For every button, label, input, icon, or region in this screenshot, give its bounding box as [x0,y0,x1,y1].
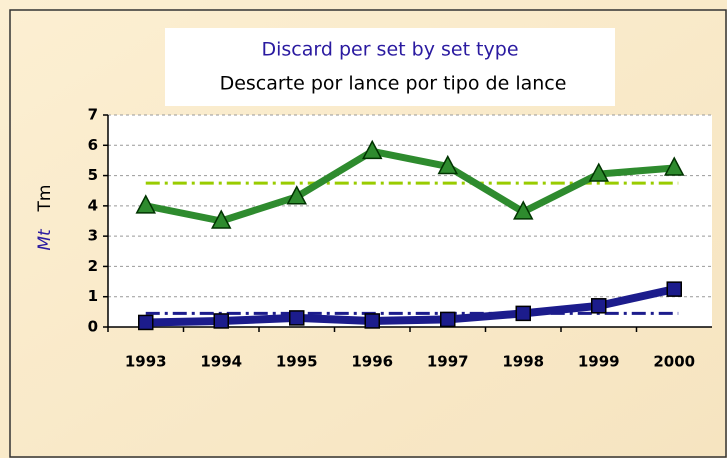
x-tick-label: 1993 [125,353,167,371]
marker [664,156,685,176]
title-box [165,28,615,106]
chart-subtitle: Descarte por lance por tipo de lance [220,73,567,95]
marker [515,305,531,322]
series-line [145,285,676,327]
plot-area [108,115,712,327]
y-tick-label: 6 [88,136,98,154]
marker [588,162,609,182]
marker [135,194,156,214]
marker [289,310,305,326]
marker [513,200,534,220]
marker [440,311,456,328]
frame [9,9,727,458]
y-tick-label: 5 [88,166,98,184]
y-tick-label: 3 [88,227,98,245]
y-tick-label: 1 [88,287,98,305]
marker [362,139,383,160]
marker [211,209,232,229]
marker [286,185,307,205]
y-tick-label: 0 [88,318,98,336]
marker [364,313,380,329]
marker [666,281,682,297]
series-line [145,147,675,225]
y-axis-label: Mt [35,228,55,251]
y-tick-label: 7 [88,106,98,124]
x-tick-label: 1998 [502,353,544,371]
y-tick-label: 4 [88,196,98,214]
y-tick-label: 2 [88,257,98,275]
marker [213,313,229,329]
y-axis-label: Tm [35,185,55,213]
x-tick-label: 1997 [427,353,469,371]
x-tick-label: 1995 [276,353,318,371]
x-tick-label: 2000 [653,353,695,371]
marker [437,154,458,175]
marker [138,314,154,331]
marker [591,298,607,314]
x-tick-label: 1999 [578,353,620,371]
chart-title: Discard per set by set type [261,39,518,61]
x-tick-label: 1994 [200,353,242,371]
x-tick-label: 1996 [351,353,393,371]
